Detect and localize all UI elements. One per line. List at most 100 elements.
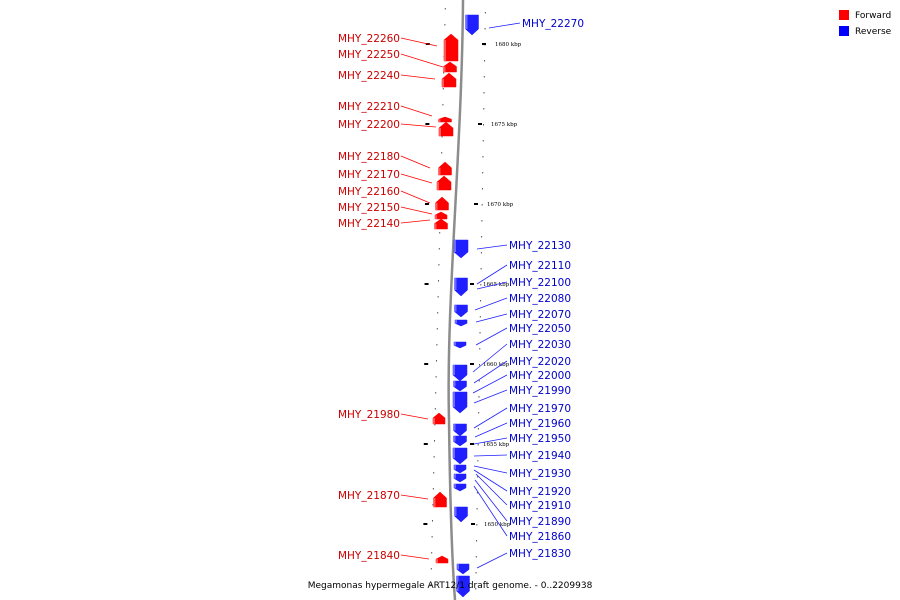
guide-dot: [475, 556, 477, 558]
guide-dot: [435, 392, 437, 394]
reverse-gene-label: MHY_22020: [509, 356, 571, 368]
scale-tick: [470, 443, 474, 445]
forward-gene: [434, 211, 448, 220]
guide-dot: [476, 508, 478, 510]
guide-dot: [444, 8, 446, 10]
guide-dot: [481, 204, 483, 206]
guide-dot: [478, 396, 480, 398]
forward-gene: [433, 491, 447, 508]
reverse-gene-label: MHY_21950: [509, 433, 571, 445]
guide-dot: [444, 24, 446, 26]
guide-dot: [484, 28, 486, 30]
reverse-leader-line: [476, 281, 508, 290]
reverse-leader-line: [474, 479, 508, 522]
reverse-gene: [453, 341, 467, 349]
forward-leader-line: [400, 554, 430, 560]
forward-gene: [435, 555, 449, 564]
scale-tick: [471, 523, 475, 525]
guide-dot: [433, 456, 435, 458]
guide-dot: [441, 136, 443, 138]
gene-shading: [465, 15, 468, 29]
gene-shading: [453, 365, 455, 375]
backbone-line: [447, 0, 465, 600]
forward-gene-label: MHY_22150: [338, 202, 400, 214]
reverse-gene: [454, 304, 468, 318]
scale-label: 1665 kbp: [483, 282, 510, 288]
guide-dot: [478, 412, 480, 414]
guide-dot: [483, 108, 485, 110]
forward-gene-label: MHY_22200: [338, 119, 400, 131]
guide-dot: [484, 60, 486, 62]
reverse-gene: [454, 319, 468, 327]
reverse-gene: [453, 380, 467, 392]
guide-dot: [430, 568, 432, 570]
reverse-gene-label: MHY_21960: [509, 418, 571, 430]
reverse-gene-label: MHY_21890: [509, 516, 571, 528]
gene-shading: [454, 484, 456, 488]
reverse-leader-line: [476, 244, 508, 250]
gene-shading: [453, 392, 455, 407]
reverse-leader-line: [473, 454, 508, 457]
guide-dot: [483, 124, 484, 126]
legend-reverse-label: Reverse: [855, 27, 892, 37]
reverse-gene: [453, 473, 467, 483]
reverse-leader-line: [473, 407, 508, 429]
reverse-leader-line: [476, 552, 508, 569]
gene-shading: [453, 436, 456, 442]
guide-dot: [480, 252, 482, 254]
gene-shading: [454, 305, 457, 312]
guide-dot: [431, 536, 433, 538]
scale-tick: [478, 123, 482, 125]
guide-dot: [482, 140, 484, 142]
forward-leader-line: [400, 219, 431, 224]
forward-leader-line: [400, 494, 429, 500]
reverse-leader-line: [473, 485, 508, 537]
gene-shading: [433, 417, 435, 424]
scale-label: 1680 kbp: [495, 42, 522, 48]
reverse-leader-line: [473, 389, 508, 404]
gene-shading: [439, 128, 441, 136]
reverse-leader-line: [475, 473, 508, 506]
guide-dot: [479, 364, 480, 366]
reverse-gene-label: MHY_22000: [509, 370, 571, 382]
gene-shading: [454, 240, 456, 252]
gene-shading: [438, 119, 441, 122]
guide-dot: [482, 156, 484, 158]
guide-dot: [432, 488, 434, 490]
gene-shading: [435, 202, 438, 210]
gene-shading: [454, 342, 456, 346]
forward-leader-line: [400, 173, 433, 184]
gene-shading: [434, 223, 437, 229]
gene-shading: [437, 182, 439, 190]
guide-dot: [439, 232, 441, 234]
forward-leader-line: [400, 123, 437, 128]
forward-leader-line: [400, 74, 436, 80]
guide-dot: [435, 376, 437, 378]
forward-gene-label: MHY_21840: [338, 550, 400, 562]
gene-shading: [455, 320, 457, 324]
forward-gene: [436, 175, 452, 191]
forward-leader-line: [400, 206, 433, 215]
reverse-leader-line: [475, 327, 508, 346]
forward-gene: [435, 196, 449, 211]
guide-dot: [438, 248, 440, 250]
reverse-gene: [453, 435, 467, 447]
forward-leader-line: [400, 53, 444, 68]
reverse-gene-label: MHY_22110: [509, 260, 571, 272]
forward-gene: [438, 161, 452, 176]
scale-tick: [474, 203, 478, 205]
reverse-gene-label: MHY_22270: [522, 18, 584, 30]
legend: Forward Reverse: [839, 10, 892, 37]
guide-dot: [481, 220, 483, 222]
forward-gene: [432, 412, 446, 425]
reverse-gene-label: MHY_21910: [509, 500, 571, 512]
gene-shading: [457, 564, 459, 570]
guide-dot: [442, 88, 444, 90]
forward-gene-label: MHY_22180: [338, 151, 400, 163]
guide-dot: [479, 332, 481, 334]
reverse-gene: [453, 239, 469, 259]
gene-shading: [453, 381, 456, 387]
forward-gene: [441, 72, 457, 88]
forward-gene: [438, 121, 454, 137]
guide-dot: [479, 316, 481, 318]
